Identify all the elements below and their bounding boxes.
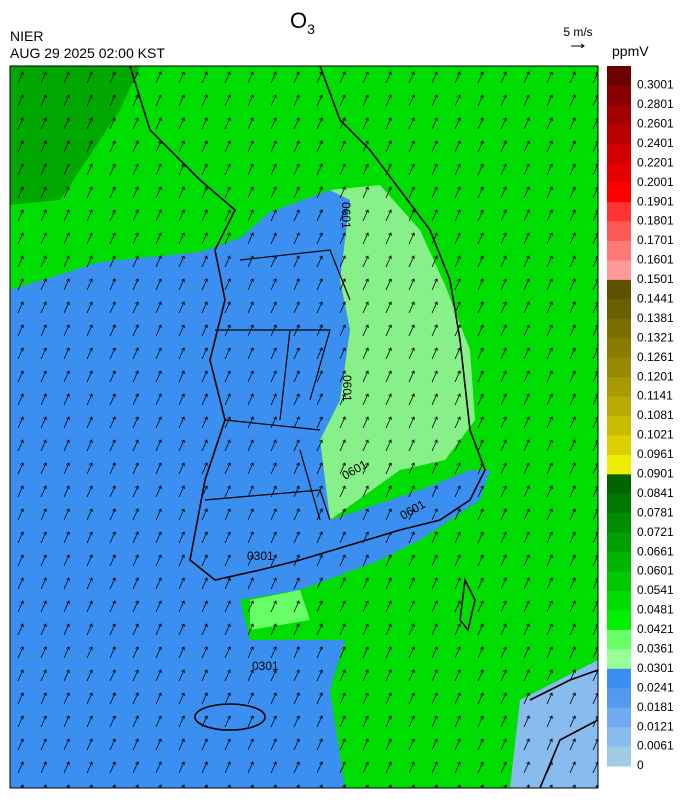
colorbar-segment (607, 688, 631, 709)
title: O3 (290, 8, 315, 37)
colorbar-segment (607, 649, 631, 670)
colorbar-unit: ppmV (612, 43, 649, 59)
colorbar-tick-label: 0.2601 (637, 117, 674, 131)
colorbar-tick-label: 0.0361 (637, 642, 674, 656)
colorbar-segment (607, 727, 631, 748)
colorbar-tick-label: 0.1701 (637, 233, 674, 247)
contour-label: 0601 (339, 202, 353, 229)
colorbar-segment (607, 668, 631, 689)
colorbar-segment (607, 396, 631, 417)
colorbar-segment (607, 454, 631, 475)
colorbar-segment (607, 416, 631, 436)
colorbar-tick-label: 0.0541 (637, 583, 674, 597)
colorbar-tick-label: 0.1261 (637, 350, 674, 364)
colorbar-segment (607, 746, 631, 767)
contour-label: 0601 (340, 375, 354, 402)
colorbar-segment (607, 532, 631, 553)
map-frame (9, 65, 599, 789)
colorbar-segment (607, 707, 631, 728)
colorbar-segment (607, 299, 631, 320)
colorbar-segment (607, 513, 631, 534)
contour-label: 0301 (252, 659, 279, 673)
colorbar-tick-label: 0.2201 (637, 155, 674, 169)
colorbar-segment (607, 435, 631, 456)
colorbar-segment (607, 104, 631, 125)
colorbar-segment (607, 610, 631, 631)
colorbar-segment (607, 124, 631, 145)
colorbar-tick-label: 0.0061 (637, 739, 674, 753)
colorbar-segment (607, 182, 631, 203)
colorbar-tick-label: 0.2001 (637, 175, 674, 189)
colorbar-tick-label: 0.0841 (637, 486, 674, 500)
colorbar-tick-label: 0.2401 (637, 136, 674, 150)
colorbar-segment (607, 260, 631, 281)
wind-scale-arrow (571, 43, 585, 49)
colorbar-segment (607, 571, 631, 592)
colorbar-segment (607, 143, 631, 164)
colorbar-segment (607, 221, 631, 242)
colorbar-tick-label: 0.0481 (637, 603, 674, 617)
colorbar-segment (607, 591, 631, 611)
colorbar-tick-label: 0.1801 (637, 214, 674, 228)
colorbar-segment (607, 474, 631, 495)
contour-label: 0301 (247, 549, 274, 563)
colorbar-tick-label: 0.0181 (637, 700, 674, 714)
colorbar-tick-label: 0.1021 (637, 428, 674, 442)
colorbar-tick-label: 0.0121 (637, 719, 674, 733)
colorbar-tick-label: 0 (637, 758, 644, 772)
colorbar-tick-label: 0.0421 (637, 622, 674, 636)
colorbar-tick-label: 0.0601 (637, 564, 674, 578)
colorbar-segment (607, 318, 631, 339)
colorbar-tick-label: 0.1901 (637, 194, 674, 208)
colorbar-segment (607, 377, 631, 398)
colorbar-tick-label: 0.1381 (637, 311, 674, 325)
colorbar-segment (607, 202, 631, 223)
colorbar-segment (607, 163, 631, 184)
colorbar-segment (607, 357, 631, 378)
colorbar-segment (607, 279, 631, 300)
colorbar-tick-label: 0.1141 (637, 389, 673, 403)
colorbar-segment (607, 338, 631, 359)
colorbar-tick-label: 0.1501 (637, 272, 674, 286)
colorbar-segment (607, 629, 631, 650)
colorbar-tick-label: 0.2801 (637, 97, 674, 111)
colorbar-tick-label: 0.0661 (637, 544, 674, 558)
coastline (129, 66, 598, 788)
colorbar-segment (607, 66, 631, 86)
colorbar-tick-label: 0.1201 (637, 369, 674, 383)
map (10, 66, 598, 788)
colorbar-tick-label: 0.0301 (637, 661, 674, 675)
colorbar-tick-label: 0.3001 (637, 78, 674, 92)
colorbar-segment (607, 493, 631, 514)
colorbar-segment (607, 85, 631, 106)
wind-scale-label: 5 m/s (563, 25, 592, 39)
colorbar-tick-label: 0.0961 (637, 447, 674, 461)
colorbar-segment (607, 552, 631, 573)
colorbar-tick-label: 0.0241 (637, 680, 674, 694)
colorbar-tick-label: 0.1081 (637, 408, 674, 422)
colorbar-tick-label: 0.0781 (637, 505, 674, 519)
colorbar-tick-label: 0.1441 (637, 292, 674, 306)
colorbar-tick-label: 0.1321 (637, 330, 674, 344)
colorbar: 0.3001 0.2801 0.2601 0.2401 0.2201 0.2001 0.19… (607, 66, 674, 772)
agency: NIER (10, 28, 43, 44)
colorbar-segment (607, 241, 631, 261)
colorbar-tick-label: 0.0901 (637, 467, 674, 481)
colorbar-tick-label: 0.1601 (637, 253, 674, 267)
colorbar-tick-label: 0.0721 (637, 525, 674, 539)
wind-vectors (10, 66, 598, 788)
datetime: AUG 29 2025 02:00 KST (10, 45, 165, 61)
province-borders (204, 249, 351, 521)
